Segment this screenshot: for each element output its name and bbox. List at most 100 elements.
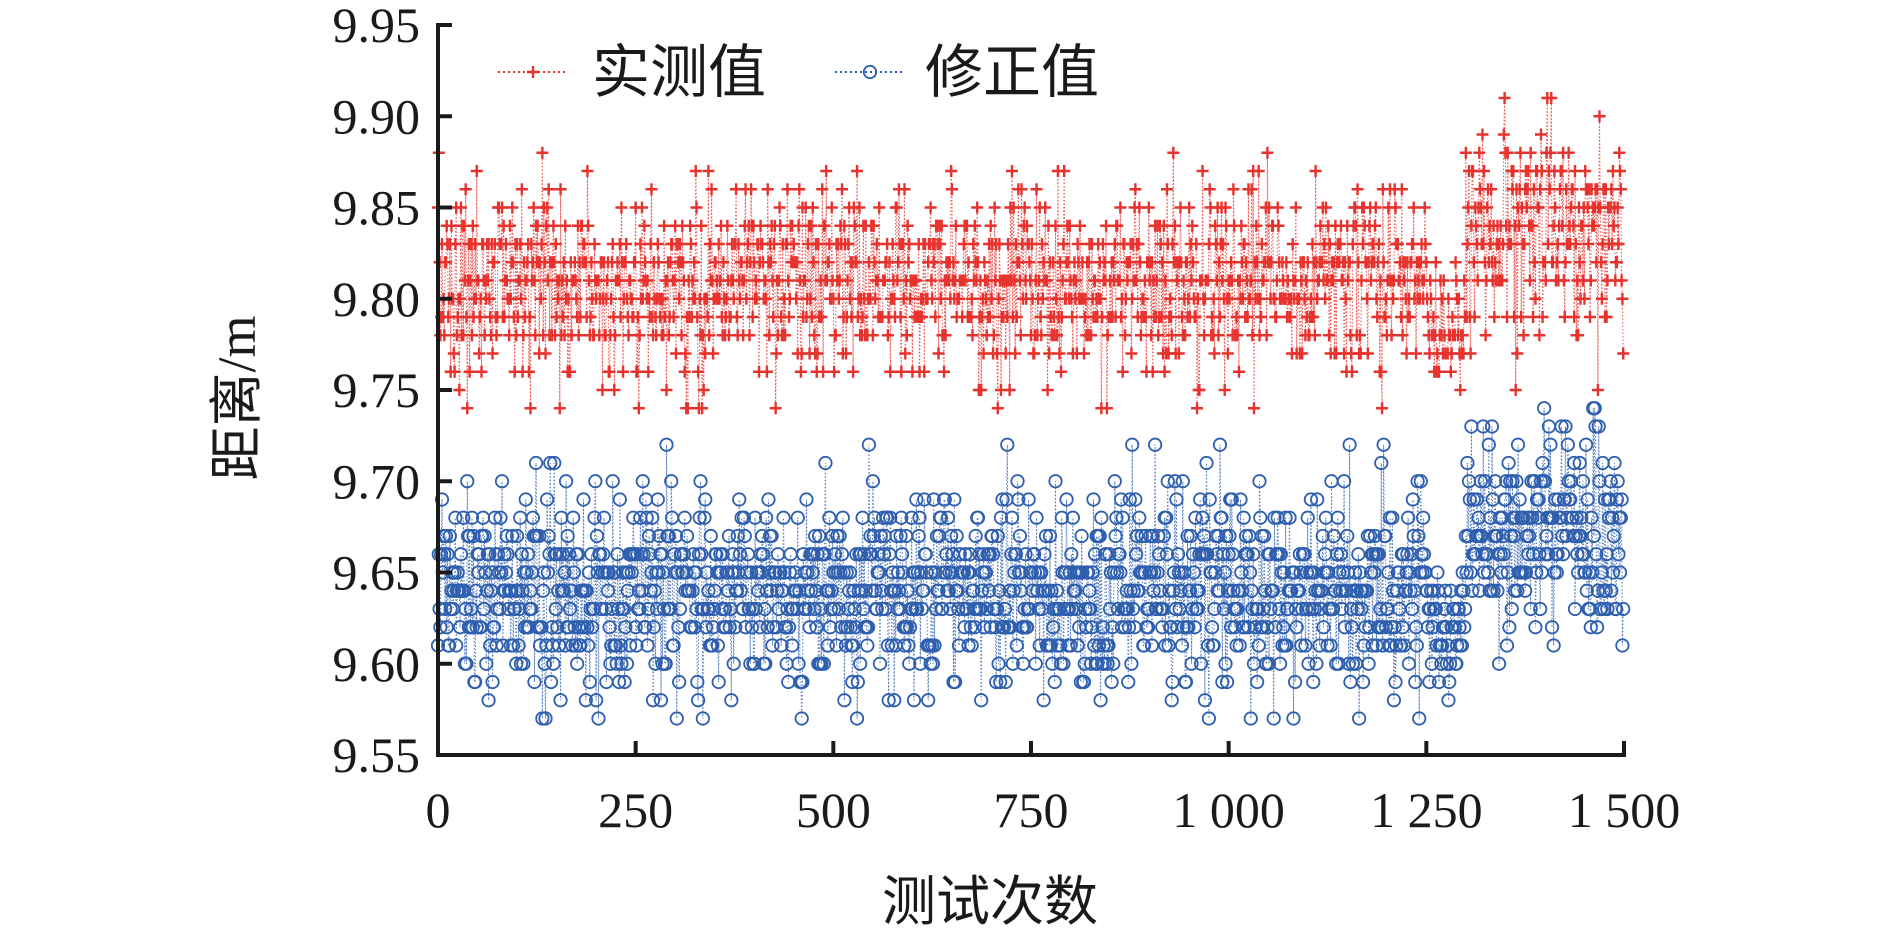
data-point-corrected	[845, 638, 861, 653]
data-point-measured	[1377, 256, 1390, 269]
data-point-corrected	[494, 474, 510, 489]
data-point-corrected	[628, 620, 643, 635]
data-point-corrected	[525, 510, 540, 525]
data-point-measured	[1217, 238, 1230, 250]
data-point-corrected	[1301, 656, 1316, 671]
data-point-corrected	[557, 565, 572, 580]
data-point-corrected	[626, 510, 641, 525]
data-point-corrected	[963, 620, 979, 635]
data-point-corrected	[1457, 601, 1473, 617]
data-point-corrected	[1409, 638, 1424, 653]
data-point-measured	[978, 256, 991, 269]
data-point-corrected	[1481, 437, 1496, 452]
data-point-measured	[1396, 329, 1409, 342]
data-point-corrected	[587, 510, 602, 525]
data-point-corrected	[976, 547, 991, 562]
data-point-measured	[697, 384, 710, 396]
data-point-corrected	[676, 547, 691, 562]
data-point-measured	[1568, 165, 1581, 177]
data-point-corrected	[1140, 620, 1156, 635]
data-point-measured	[635, 201, 648, 214]
data-point-corrected	[1297, 547, 1312, 562]
data-point-measured	[633, 329, 646, 342]
data-point-corrected	[1575, 474, 1590, 489]
data-point-corrected	[564, 583, 579, 598]
data-point-corrected	[1235, 583, 1250, 598]
data-point-measured	[603, 365, 616, 378]
data-point-measured	[1219, 201, 1232, 214]
data-point-measured	[1196, 165, 1209, 177]
data-point-measured	[932, 347, 945, 360]
data-point-measured	[1255, 238, 1268, 250]
data-point-corrected	[657, 601, 672, 617]
data-point-corrected	[1518, 565, 1534, 580]
data-point-corrected	[1610, 474, 1625, 489]
data-point-measured	[615, 201, 628, 214]
data-point-measured	[851, 165, 864, 177]
data-point-corrected	[1570, 547, 1585, 562]
data-point-measured	[541, 201, 554, 214]
data-point-measured	[628, 256, 641, 269]
data-point-corrected	[1028, 656, 1043, 671]
data-point-corrected	[1284, 583, 1299, 598]
data-point-measured	[1053, 347, 1066, 360]
data-point-corrected	[1516, 510, 1531, 525]
data-point-corrected	[869, 601, 884, 617]
data-point-corrected	[724, 693, 739, 708]
data-point-corrected	[706, 601, 722, 617]
data-point-corrected	[967, 620, 982, 635]
data-point-measured	[1464, 347, 1477, 360]
data-point-corrected	[1501, 455, 1516, 471]
data-point-corrected	[755, 547, 771, 562]
data-point-corrected	[804, 583, 819, 598]
data-point-measured	[1452, 292, 1465, 305]
data-point-corrected	[698, 492, 713, 507]
data-point-measured	[804, 292, 817, 305]
data-point-corrected	[442, 528, 457, 544]
data-point-corrected	[639, 510, 654, 525]
data-point-corrected	[910, 601, 925, 617]
data-point-measured	[1051, 329, 1064, 342]
data-point-measured	[1040, 274, 1053, 287]
data-point-corrected	[841, 601, 856, 617]
data-point-corrected	[992, 583, 1007, 598]
data-point-corrected	[1495, 510, 1510, 525]
data-point-corrected	[1374, 455, 1389, 471]
data-point-measured	[743, 329, 756, 342]
data-point-measured	[817, 365, 830, 378]
data-point-corrected	[647, 583, 662, 598]
data-point-measured	[1213, 311, 1226, 323]
data-point-corrected	[1341, 656, 1356, 671]
data-point-corrected	[1348, 565, 1363, 580]
data-point-measured	[1284, 311, 1297, 323]
data-point-measured	[673, 292, 686, 305]
data-point-corrected	[1177, 565, 1192, 580]
data-point-measured	[1208, 347, 1221, 360]
data-point-measured	[673, 238, 686, 250]
data-point-measured	[1456, 329, 1469, 342]
data-point-corrected	[1605, 565, 1621, 580]
data-point-corrected	[810, 547, 825, 562]
data-point-corrected	[709, 547, 724, 562]
data-point-measured	[651, 238, 664, 250]
data-point-measured	[838, 219, 851, 232]
data-point-measured	[675, 329, 688, 342]
data-point-corrected	[1331, 656, 1346, 671]
data-point-corrected	[1425, 620, 1440, 635]
data-point-corrected	[547, 455, 562, 471]
data-point-corrected	[902, 656, 917, 671]
data-point-corrected	[1592, 474, 1607, 489]
data-point-measured	[1254, 292, 1267, 305]
data-point-corrected	[1216, 547, 1231, 562]
data-point-measured	[500, 274, 513, 287]
data-point-corrected	[1567, 601, 1583, 617]
data-point-corrected	[806, 547, 821, 562]
data-point-corrected	[1591, 419, 1606, 434]
data-point-corrected	[823, 620, 838, 635]
data-point-corrected	[1455, 565, 1470, 580]
data-point-corrected	[672, 601, 688, 617]
data-point-corrected	[618, 620, 633, 635]
data-point-corrected	[972, 547, 987, 562]
data-point-corrected	[1132, 510, 1147, 525]
data-point-corrected	[802, 620, 817, 635]
